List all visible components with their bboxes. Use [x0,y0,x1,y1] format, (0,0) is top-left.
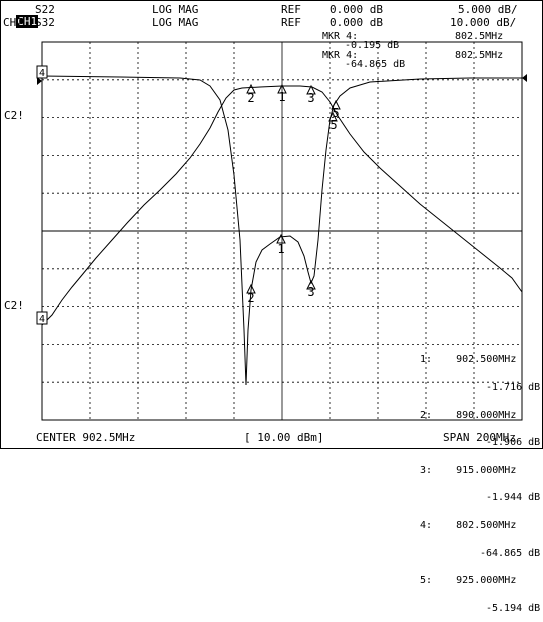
marker-table: 1: 902.500MHz -1.716 dB 2: 890.000MHz -1… [420,337,540,622]
marker-table-row: 5: 925.000MHz [420,575,517,587]
svg-text:5: 5 [330,118,337,132]
ch1-ref-value: 0.000 dB [330,3,383,16]
ch1-scale: 5.000 dB/ [458,3,518,16]
ch1-marker-label: MKR 4: [322,31,359,42]
marker-table-row: 4: 802.500MHz [420,520,517,532]
marker-table-row: 3: 915.000MHz [420,464,517,476]
marker-3-ch2-icon[interactable]: 3 [306,279,316,299]
ch1-label[interactable]: CH1 [16,15,39,28]
svg-text:2: 2 [247,291,254,305]
marker-5-ch2-icon[interactable]: 5 [328,111,338,132]
marker-2-ch2-icon[interactable]: 2 [246,283,256,305]
ch1-ref-label: REF [281,3,301,16]
ch1-ref-arrow-right-icon [522,74,527,82]
marker-table-value: -64.865 dB [480,547,541,559]
ch2-ref-position-label: C2! [4,299,24,312]
marker-table-value: -5.194 dB [486,602,541,614]
svg-text:1: 1 [278,90,285,104]
ch1-marker-value: -0.195 dB [345,40,400,51]
source-power[interactable]: [ 10.00 dBm] [244,431,324,444]
marker-1-ch2-icon[interactable]: 1 [276,233,286,256]
marker-1-ch1-icon[interactable]: 1 [277,83,287,104]
trace-ch1-s22 [41,75,522,386]
ch1-ref-position-label: C2! [4,109,24,122]
ch2-param: S32 [35,16,55,29]
ch1-ref-marker-icon: 4 [36,65,48,79]
ch2-label[interactable]: CH2 [3,16,23,29]
span-frequency[interactable]: SPAN 200MHz [443,431,516,444]
ch1-marker-freq: 802.5MHz [455,31,504,42]
center-frequency[interactable]: CENTER 902.5MHz [36,431,136,444]
ch2-marker-label: MKR 4: [322,50,359,61]
marker-5-ch1-icon[interactable]: 5 [331,99,341,120]
marker-2-ch1-icon[interactable]: 2 [246,83,256,105]
ch2-ref-value: 0.000 dB [330,16,383,29]
trace-ch2-s32 [41,85,523,326]
ch2-ref-marker-icon: 4 [36,311,48,325]
svg-text:2: 2 [247,91,254,105]
svg-text:1: 1 [277,242,284,256]
svg-text:4: 4 [39,68,45,79]
svg-text:3: 3 [307,91,314,105]
ch2-scale: 10.000 dB/ [450,16,517,29]
trace-display[interactable]: 4 4 1 2 3 5 5 1 [0,0,543,449]
marker-3-ch1-icon[interactable]: 3 [306,84,316,105]
ch2-marker-freq: 802.5MHz [455,50,504,61]
marker-table-value: -1.906 dB [486,437,541,449]
ch2-marker-value: -64.865 dB [345,59,406,70]
marker-table-value: -1.944 dB [486,492,541,504]
marker-table-value: -1.716 dB [486,382,541,394]
ch1-param: S22 [35,3,55,16]
ch1-format: LOG MAG [152,3,199,16]
ch2-ref-label: REF [281,16,301,29]
marker-table-row: 2: 890.000MHz [420,409,517,421]
svg-text:5: 5 [332,106,339,120]
marker-table-row: 1: 902.500MHz [420,354,517,366]
ch2-format: LOG MAG [152,16,199,29]
ch1-header: CH1 [3,4,39,28]
svg-text:3: 3 [307,285,314,299]
svg-text:4: 4 [39,314,45,325]
ch1-ref-arrow-icon [37,77,42,85]
